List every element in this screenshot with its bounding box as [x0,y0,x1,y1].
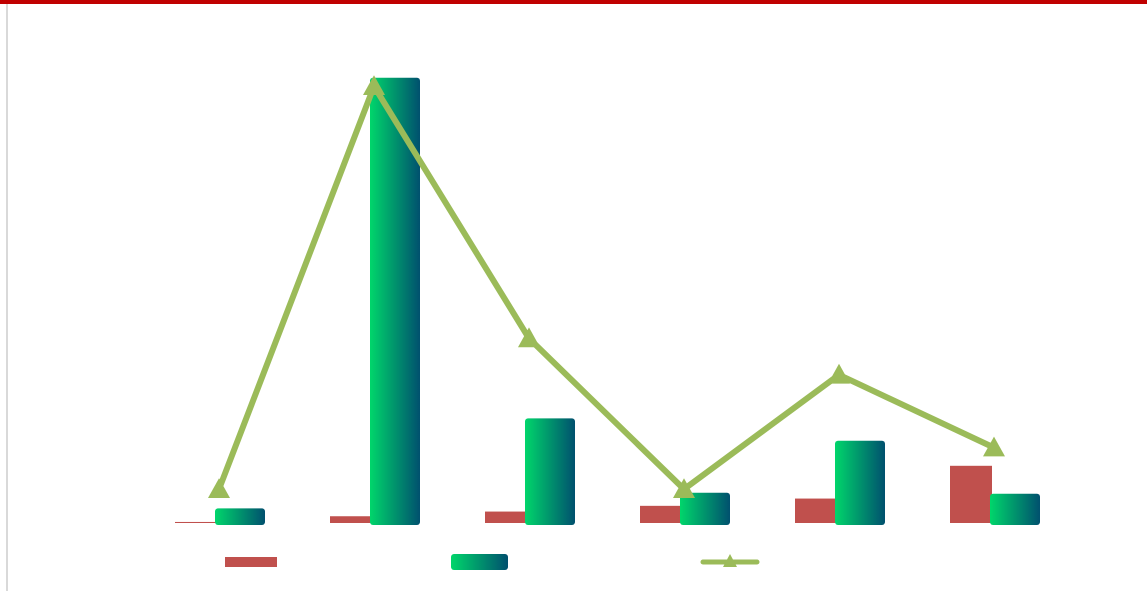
legend-swatch-series2 [451,554,508,570]
legend-swatch-series3-marker [723,554,737,567]
bar-series2-2 [370,77,420,526]
line-marker-4 [673,478,695,498]
line-marker-3 [518,327,540,348]
left-border [6,4,8,591]
line-marker-6 [983,436,1005,457]
top-border [0,0,1147,4]
legend-swatch-series1 [225,557,277,567]
bar-series2-6 [990,493,1040,525]
plot-area [175,75,1040,526]
bar-series1-6 [950,465,992,523]
bar-series2-3 [525,418,575,525]
line-marker-1 [208,478,230,498]
bar-series2-1 [215,508,265,525]
legend [225,554,760,570]
bar-series1-5 [795,498,837,523]
line-marker-2 [363,75,385,95]
bar-series1-1 [175,521,217,523]
bar-series1-2 [330,516,372,523]
line-series3 [216,83,997,493]
bar-series2-4 [680,492,730,525]
line-marker-5 [828,363,850,384]
bar-series2-5 [835,440,885,525]
bar-series1-3 [485,511,527,523]
bar-series1-4 [640,505,682,523]
